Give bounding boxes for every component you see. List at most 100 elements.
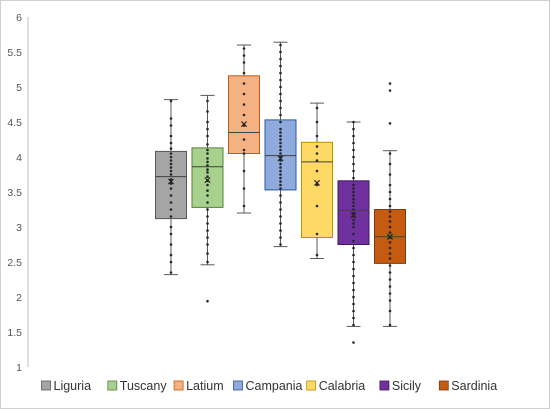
legend-label: Sicily <box>392 379 422 393</box>
data-point <box>388 122 392 125</box>
data-point <box>352 218 355 222</box>
data-point <box>242 113 246 117</box>
data-point <box>206 243 209 246</box>
data-point <box>352 134 355 138</box>
data-point <box>352 141 355 145</box>
data-point <box>169 134 173 138</box>
y-tick-label: 5.5 <box>7 47 22 59</box>
y-tick-label: 3.5 <box>7 187 22 199</box>
legend-item-tuscany: Tuscany <box>107 379 168 393</box>
data-point <box>352 169 355 173</box>
data-point <box>352 194 355 197</box>
data-point <box>206 171 209 174</box>
iqr-box <box>301 141 333 238</box>
data-point <box>206 189 209 192</box>
data-point <box>279 113 282 117</box>
data-point <box>315 204 319 208</box>
data-point <box>279 180 282 183</box>
y-tick-label: 2 <box>16 292 22 304</box>
data-point <box>388 220 392 223</box>
data-point <box>206 143 209 146</box>
legend-label: Campania <box>246 379 303 393</box>
data-point <box>388 309 392 313</box>
data-point <box>279 208 282 211</box>
data-point <box>388 162 392 166</box>
data-point <box>388 197 392 201</box>
data-point <box>169 253 173 257</box>
data-point <box>242 54 246 57</box>
box-group-sicily <box>337 120 370 344</box>
data-point <box>169 232 173 236</box>
data-point <box>388 231 392 234</box>
data-point <box>206 127 209 131</box>
data-point <box>279 173 282 176</box>
data-point <box>206 152 209 155</box>
data-point <box>315 145 319 148</box>
legend-swatch <box>107 380 118 391</box>
data-point <box>242 82 246 85</box>
data-point <box>388 173 392 176</box>
y-tick-label: 1.5 <box>7 327 22 339</box>
data-point <box>206 157 209 160</box>
data-point <box>169 159 173 162</box>
data-point <box>169 162 173 166</box>
data-point <box>315 152 319 155</box>
data-point <box>279 236 282 239</box>
data-point <box>388 210 392 213</box>
legend-item-latium: Latium <box>173 379 224 393</box>
data-point <box>315 169 319 173</box>
data-point <box>279 141 282 145</box>
data-point <box>315 134 319 138</box>
data-point <box>279 183 282 187</box>
data-point <box>242 152 246 155</box>
legend-label: Latium <box>186 379 224 393</box>
data-point <box>388 285 392 288</box>
data-point <box>206 110 209 113</box>
data-point <box>242 169 246 173</box>
mean-marker <box>240 121 248 128</box>
data-point <box>352 302 355 306</box>
data-point <box>169 99 173 103</box>
mean-marker <box>204 177 211 184</box>
data-point <box>206 168 209 171</box>
data-point <box>279 127 282 131</box>
data-point <box>352 295 355 299</box>
data-point <box>279 120 282 124</box>
data-point <box>206 229 209 232</box>
y-tick-label: 5 <box>16 82 22 94</box>
data-point <box>352 120 355 124</box>
data-point <box>279 162 282 166</box>
data-point <box>242 148 246 152</box>
data-point <box>352 281 355 285</box>
iqr-box <box>155 150 187 220</box>
data-point <box>388 323 392 327</box>
data-point <box>206 194 209 197</box>
data-point <box>169 260 173 264</box>
data-point <box>279 134 282 138</box>
data-point <box>279 138 282 141</box>
legend-label: Tuscany <box>120 379 168 393</box>
data-point <box>352 127 355 131</box>
data-point <box>279 50 282 54</box>
data-point <box>279 222 282 225</box>
data-point <box>315 106 319 110</box>
data-point <box>206 236 209 239</box>
box-group-tuscany <box>191 94 224 303</box>
data-point <box>388 225 392 229</box>
data-point <box>242 61 246 64</box>
mean-marker <box>313 179 321 186</box>
y-tick-label: 1 <box>16 362 22 374</box>
data-point <box>352 187 355 190</box>
y-tick-label: 3 <box>16 222 22 234</box>
data-point <box>169 155 173 159</box>
data-point <box>206 208 209 211</box>
iqr-box <box>264 119 297 191</box>
data-point <box>279 148 282 152</box>
data-point <box>352 162 355 166</box>
data-point <box>206 183 209 187</box>
data-point <box>169 187 173 190</box>
y-tick-label: 4.5 <box>7 117 22 129</box>
legend-label: Sardinia <box>451 379 497 393</box>
data-point <box>169 166 173 169</box>
